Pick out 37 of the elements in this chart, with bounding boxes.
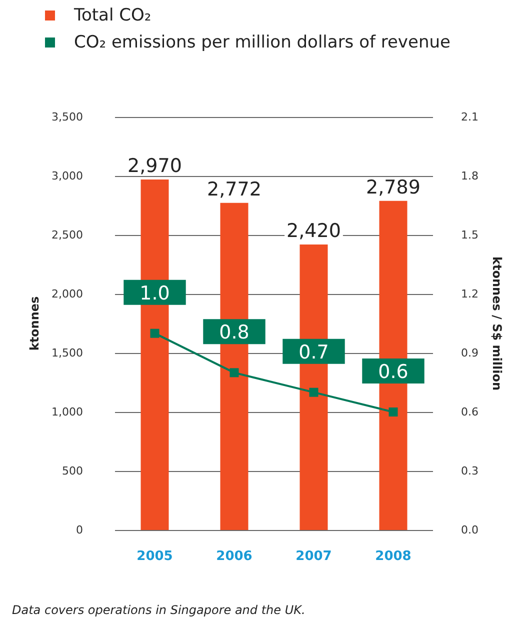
x-tick-label: 2007 (296, 549, 332, 564)
y-tick-label: 1,500 (52, 346, 83, 360)
x-tick-label: 2005 (136, 549, 173, 564)
data-label: 2,772 (207, 178, 262, 200)
data-label: 0.8 (219, 322, 250, 344)
y-tick-label: 2,500 (52, 228, 83, 242)
point (309, 388, 318, 397)
y2-tick-label: 0.3 (461, 464, 478, 478)
y2-tick-label: 0.9 (461, 346, 478, 360)
x-tick-label: 2006 (216, 549, 252, 564)
point (230, 368, 239, 378)
data-label: 0.7 (298, 341, 329, 364)
y2-tick-label: 1.8 (461, 170, 478, 182)
y-tick-label: 0 (76, 524, 83, 536)
y2-axis-title: ktonnes / S$ million (490, 256, 504, 390)
legend-label: CO₂ emissions per million dollars of revenue (74, 32, 450, 52)
y-tick-label: 2,000 (52, 288, 83, 300)
y2-tick-label: 0.0 (461, 524, 478, 536)
data-label: 2,970 (128, 155, 182, 178)
text: Data covers operations in Singapore and the UK. (12, 603, 306, 617)
data-label: 1.0 (140, 282, 170, 304)
data-label: 2,420 (286, 220, 341, 242)
y-tick-label: 3,500 (52, 110, 83, 124)
data-label: 2,789 (366, 176, 420, 198)
y-tick-label: 1,000 (52, 406, 83, 418)
point (388, 408, 398, 416)
y-axis-title: ktonnes (28, 296, 42, 351)
legend-label: Total CO₂ (73, 6, 152, 26)
x-tick-label: 2008 (375, 549, 412, 564)
y2-tick-label: 1.2 (461, 288, 478, 300)
data-label: 0.6 (378, 361, 408, 383)
y2-tick-label: 0.6 (461, 406, 478, 418)
y2-tick-label: 1.5 (461, 228, 478, 242)
y-tick-label: 500 (62, 464, 83, 478)
y2-tick-label: 2.1 (461, 110, 478, 124)
y-tick-label: 3,000 (52, 170, 83, 182)
point (150, 328, 160, 338)
